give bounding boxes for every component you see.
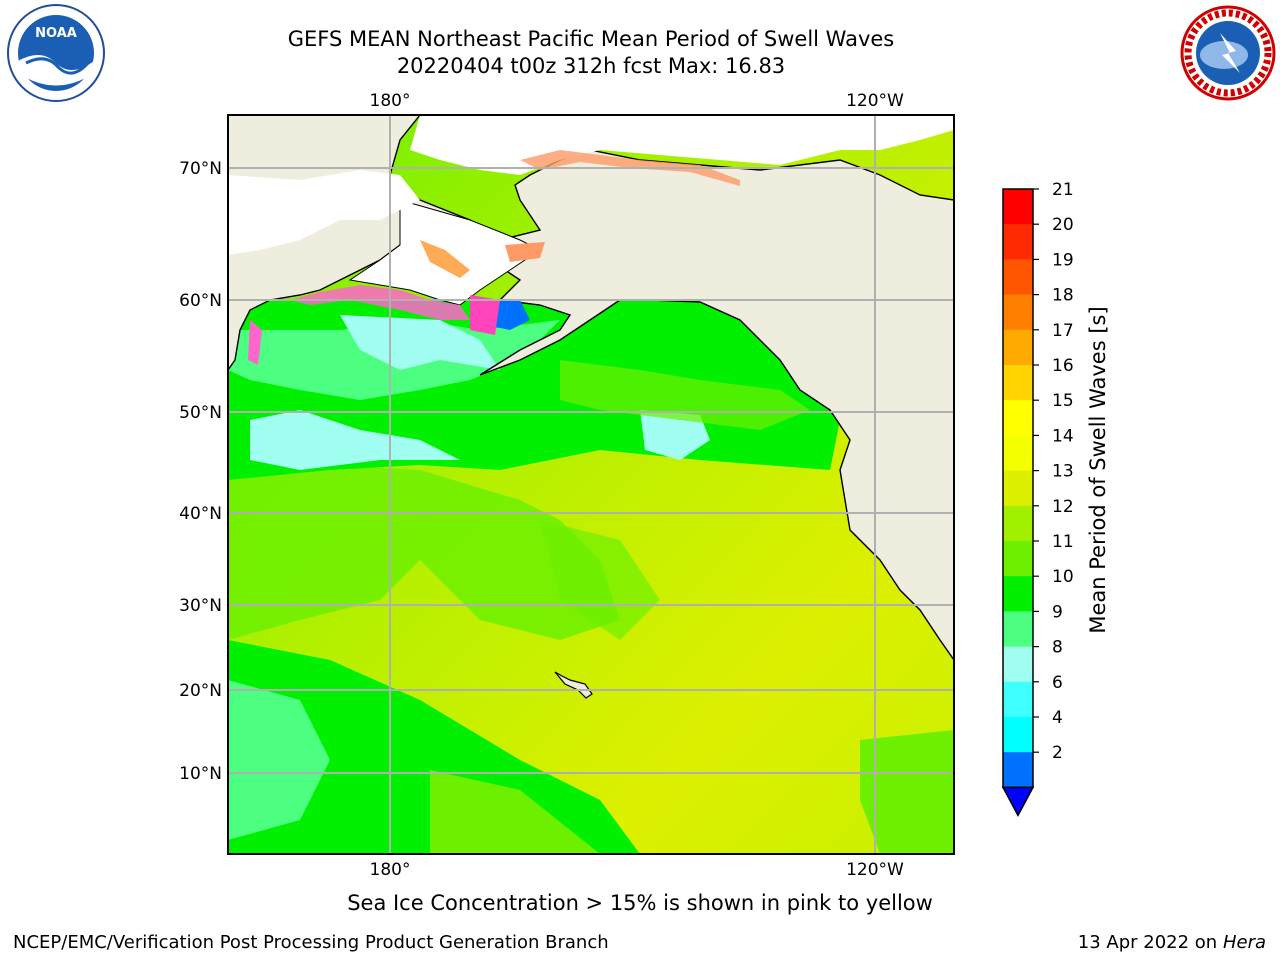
colorbar-segment <box>1003 717 1033 753</box>
colorbar-tick-label: 14 <box>1052 426 1074 446</box>
swell-zone-8-9-gulf <box>640 410 710 460</box>
colorbar-tick-label: 18 <box>1052 286 1074 306</box>
colorbar-segment <box>1003 576 1033 612</box>
map-frame <box>227 114 955 855</box>
swell-zone-9-10-sw <box>228 680 330 840</box>
nws-logo <box>1180 5 1276 101</box>
map-area <box>228 115 954 854</box>
sea-ice-okhotsk <box>248 320 262 365</box>
colorbar-segment <box>1003 505 1033 542</box>
hawaii-islands <box>554 671 593 699</box>
swell-zone-11-12-south <box>430 770 600 854</box>
colorbar-tick-label: 4 <box>1052 708 1063 728</box>
colorbar-tick-label: 8 <box>1052 638 1063 658</box>
sea-ice-edge-pink <box>290 285 470 320</box>
lat-label-70n: 70°N <box>179 159 222 179</box>
colorbar-segment <box>1003 294 1033 331</box>
swell-zone-8-9 <box>340 315 500 370</box>
colorbar-tick-label: 16 <box>1052 356 1074 376</box>
lon-label-bottom-180: 180° <box>370 860 411 880</box>
colorbar-tick-label: 2 <box>1052 743 1063 763</box>
colorbar-segment <box>1003 189 1033 225</box>
colorbar-tick-label: 21 <box>1052 180 1074 200</box>
noaa-logo: NOAA <box>7 4 105 102</box>
sea-ice-orange-patch-2 <box>505 242 545 262</box>
colorbar-label: Mean Period of Swell Waves [s] <box>1086 306 1110 634</box>
swell-zone-11-12 <box>228 460 620 640</box>
swell-zone-mid <box>540 520 660 640</box>
lon-label-top-120w: 120°W <box>846 91 904 111</box>
colorbar-tick-label: 6 <box>1052 673 1063 693</box>
chart-title: GEFS MEAN Northeast Pacific Mean Period … <box>287 27 895 51</box>
colorbar: 21 20 19 18 17 16 15 14 13 12 11 10 9 8 6 4 2 <box>1001 180 1074 817</box>
footer-host: Hera <box>1222 932 1266 953</box>
colorbar-segment <box>1003 611 1033 648</box>
swell-zone-10-11 <box>228 640 640 854</box>
colorbar-segment <box>1003 435 1033 472</box>
colorbar-segment <box>1003 224 1033 260</box>
colorbar-extension <box>1001 786 1035 817</box>
swell-zone-8-9-west <box>250 410 460 470</box>
noaa-logo-text: NOAA <box>35 26 77 41</box>
colorbar-segment <box>1003 681 1033 718</box>
lon-label-bottom-120w: 120°W <box>846 860 904 880</box>
colorbar-tick-label: 11 <box>1052 532 1074 552</box>
colorbar-segment <box>1003 329 1033 366</box>
footer-credit: NCEP/EMC/Verification Post Processing Pr… <box>13 932 609 953</box>
lat-label-30n: 30°N <box>179 596 222 616</box>
colorbar-segment <box>1003 400 1033 436</box>
colorbar-frame <box>1002 188 1034 789</box>
colorbar-tick-label: 10 <box>1052 567 1074 587</box>
colorbar-segment <box>1003 259 1033 296</box>
sea-ice-magenta-patch <box>470 295 500 335</box>
colorbar-segment <box>1003 541 1033 577</box>
lat-label-60n: 60°N <box>179 291 222 311</box>
colorbar-segment <box>1003 365 1033 401</box>
lat-label-40n: 40°N <box>179 504 222 524</box>
chart-subtitle: 20220404 t00z 312h fcst Max: 16.83 <box>396 54 786 78</box>
colorbar-tick-label: 19 <box>1052 250 1074 270</box>
colorbar-segment <box>1003 752 1033 788</box>
footer-date-text: 13 Apr 2022 on <box>1077 932 1223 953</box>
sea-ice-orange-patch <box>420 240 470 278</box>
sea-ice-note: Sea Ice Concentration > 15% is shown in … <box>347 891 933 915</box>
colorbar-tick-label: 20 <box>1052 215 1074 235</box>
lon-label-top-180: 180° <box>370 91 411 111</box>
colorbar-tick-label: 13 <box>1052 462 1074 482</box>
colorbar-tick-label: 17 <box>1052 321 1074 341</box>
colorbar-segment <box>1003 470 1033 507</box>
footer-date: 13 Apr 2022 on Hera <box>1078 932 1266 953</box>
colorbar-tick-label: 12 <box>1052 497 1074 517</box>
colorbar-segment <box>1003 646 1033 683</box>
swell-zone-11-12-se <box>860 730 954 854</box>
gridlines <box>228 115 954 854</box>
arctic-white <box>228 170 420 255</box>
lat-label-20n: 20°N <box>179 681 222 701</box>
lat-label-10n: 10°N <box>179 764 222 784</box>
colorbar-tick-label: 9 <box>1052 602 1063 622</box>
colorbar-tick-label: 15 <box>1052 391 1074 411</box>
lat-label-50n: 50°N <box>179 403 222 423</box>
